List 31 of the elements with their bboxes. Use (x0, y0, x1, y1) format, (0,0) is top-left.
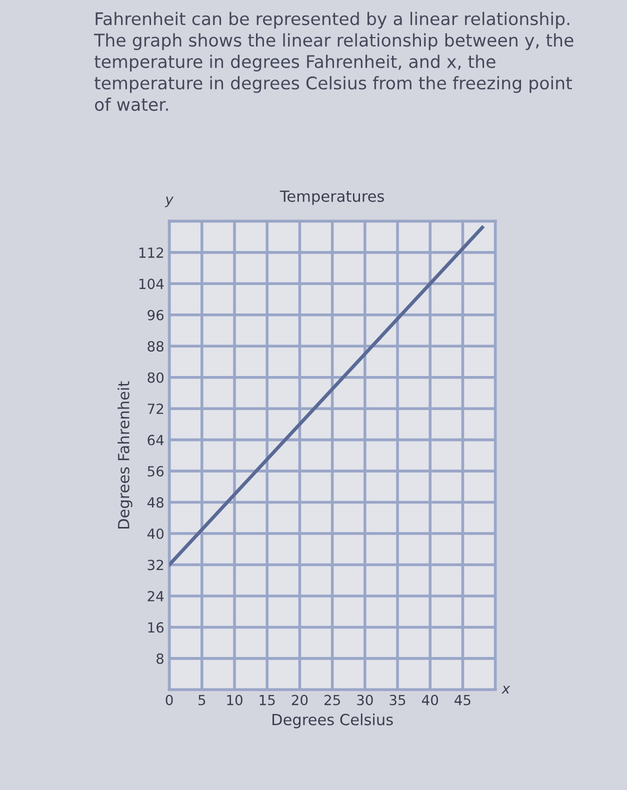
chart-title: Temperatures (280, 190, 384, 205)
y-tick-label: 64 (148, 434, 164, 446)
y-tick-label: 16 (148, 622, 164, 633)
y-tick-label: 96 (148, 310, 164, 320)
y-tick-label: 24 (148, 590, 164, 602)
y-tick-label: 32 (148, 560, 164, 570)
x-tick-label: 0 (166, 694, 173, 706)
x-tick-label: 15 (260, 694, 275, 706)
chart-subtitle: Fahrenheit can be represented by a linear relationship. The graph shows the linear relationship between y, the temperature in degrees Fahrenheit, and x, the temperature in degrees Celsius from the freezing point of water. (94, 12, 574, 111)
y-tick-label: 56 (148, 466, 164, 477)
y-tick-label: 88 (148, 341, 164, 352)
text: x (501, 686, 510, 694)
x-tick-label: 20 (292, 694, 308, 706)
y-tick-label: 112 (139, 247, 164, 258)
y-tick-label: 104 (139, 278, 164, 290)
x-tick-label: 10 (227, 694, 242, 706)
x-axis-title: Degrees Celsius (272, 714, 393, 728)
y-tick-label: 72 (148, 404, 164, 414)
y-tick-label: 40 (147, 528, 164, 539)
x-tick-label: 40 (422, 694, 438, 706)
text: y (164, 196, 174, 208)
y-axis-title: Degrees Fahrenheit (118, 381, 132, 529)
x-tick-label: 30 (357, 694, 373, 706)
y-tick-label: 48 (147, 497, 164, 508)
y-tick-label: 8 (156, 653, 164, 664)
x-tick-label: 25 (324, 694, 340, 706)
x-tick-label: 35 (390, 694, 406, 706)
y-tick-label: 80 (148, 372, 164, 383)
x-tick-label: 5 (198, 694, 206, 706)
line-series (169, 226, 484, 566)
x-tick-label: 45 (454, 694, 470, 706)
